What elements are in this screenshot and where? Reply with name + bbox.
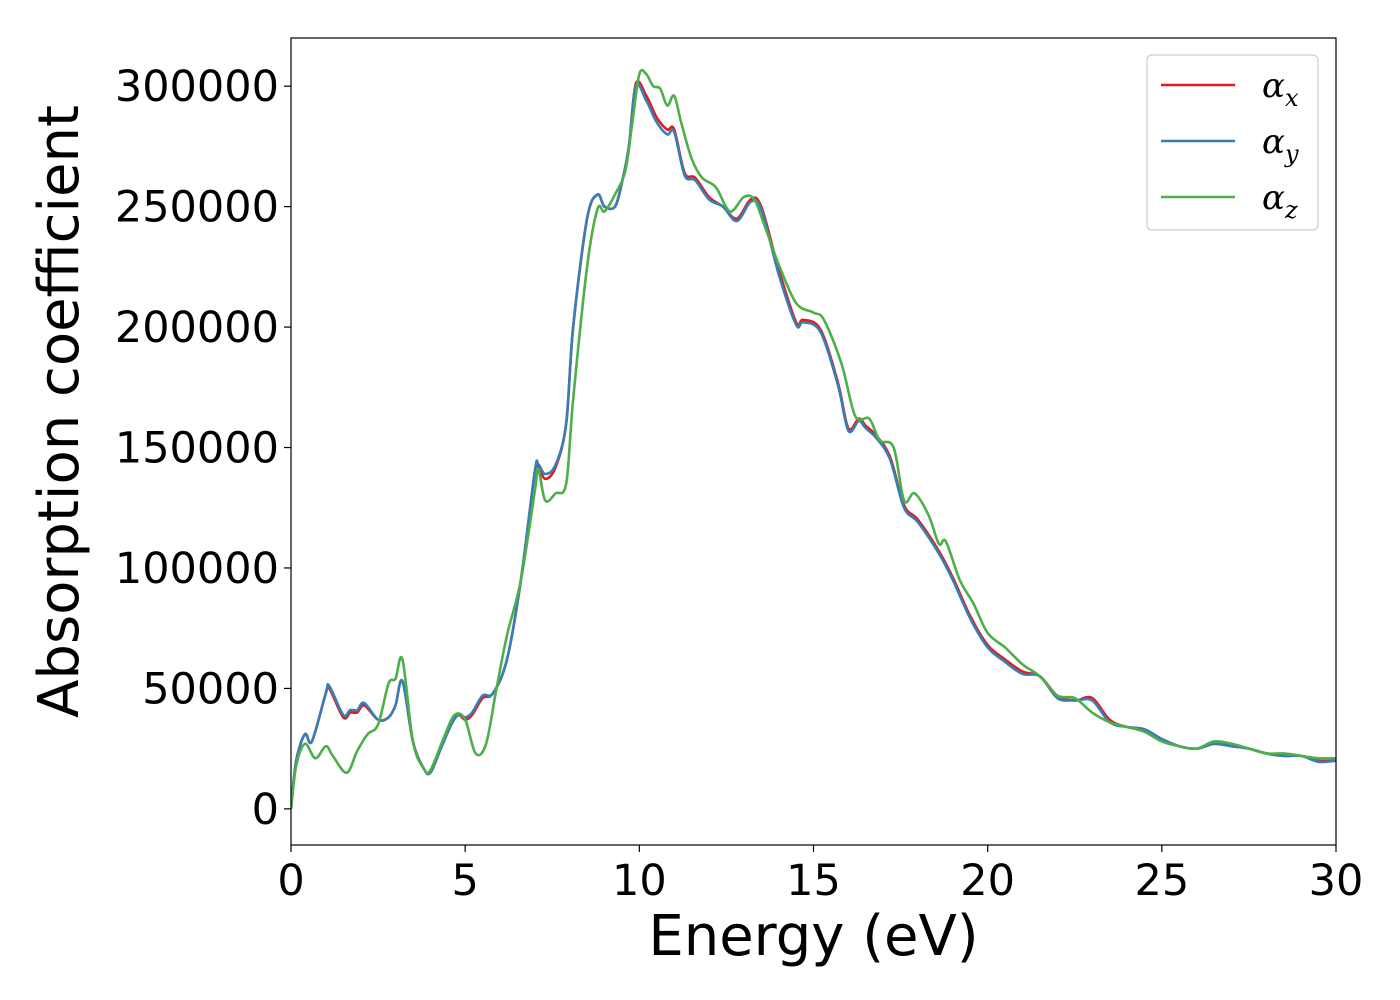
series-layer [291,68,1336,810]
legend-label-z: αz [1262,178,1298,224]
y-axis-ticks: 0 50000 100000 150000 200000 250000 300000 [115,62,291,835]
x-tick-label: 5 [451,856,478,906]
series-line-z [291,68,1336,810]
y-tick-label: 150000 [115,424,279,474]
y-tick-label: 0 [252,785,279,835]
x-tick-label: 15 [786,856,841,906]
x-axis-ticks: 0 5 10 15 20 25 30 [277,845,1363,906]
y-axis-label: Absorption coefficient [27,105,92,718]
legend-box [1146,54,1319,231]
y-tick-label: 250000 [115,183,279,233]
x-tick-label: 30 [1309,856,1364,906]
legend-label-x: αx [1262,66,1299,112]
legend-label-y: αy [1262,122,1299,168]
x-axis-label: Energy (eV) [648,904,978,969]
y-tick-label: 100000 [115,544,279,594]
x-tick-label: 0 [277,856,304,906]
legend: αx αy αz [1146,54,1319,231]
x-tick-label: 20 [960,856,1015,906]
x-tick-label: 25 [1134,856,1189,906]
y-tick-label: 200000 [115,303,279,353]
y-tick-label: 300000 [115,62,279,112]
y-tick-label: 50000 [142,664,279,714]
x-tick-label: 10 [612,856,667,906]
